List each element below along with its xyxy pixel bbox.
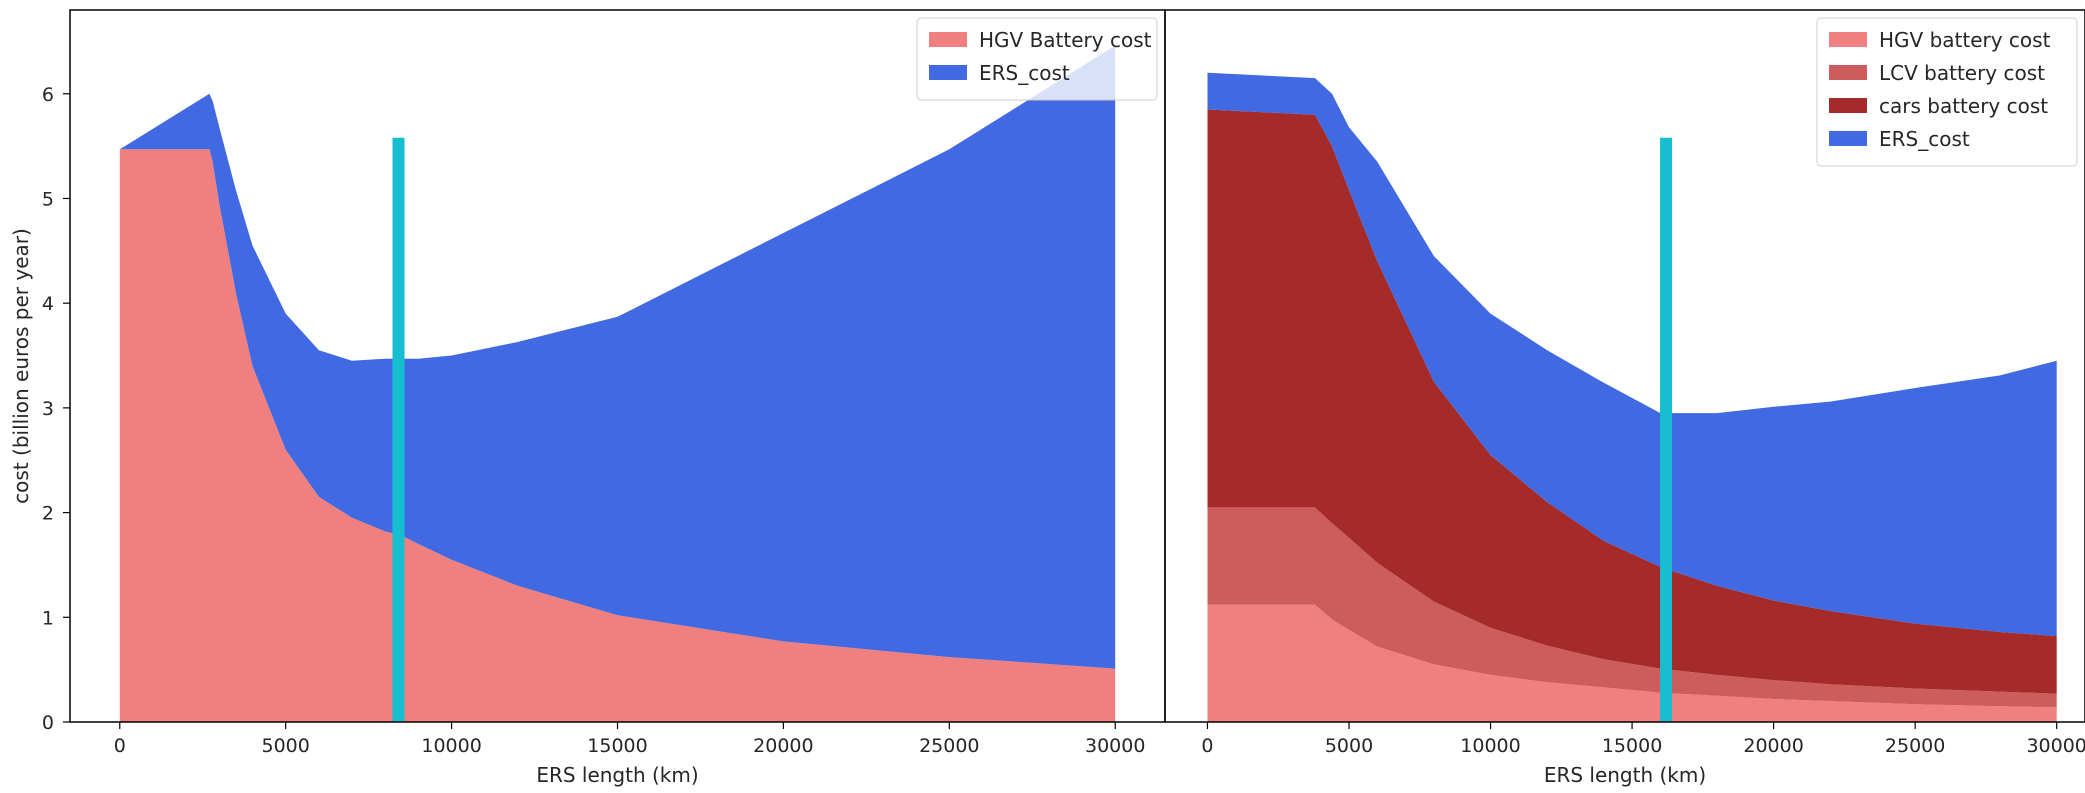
legend: HGV battery cost LCV battery cost cars bat… xyxy=(1816,17,2078,167)
x-tick-label: 5000 xyxy=(1325,735,1373,757)
x-tick-label: 25000 xyxy=(1885,735,1945,757)
area-series-ers-cost xyxy=(1207,72,2057,637)
chart-panel-2: 0 5000 10000 15000 20000 25000 30000 ERS length… xyxy=(1164,9,2085,787)
x-tick-label: 10000 xyxy=(1460,735,1520,757)
x-tick-label: 15000 xyxy=(587,735,647,757)
y-tick-label: 4 xyxy=(42,293,54,315)
x-axis-title: ERS length (km) xyxy=(1544,763,1706,787)
area-series-hgv-battery-cost xyxy=(119,149,1116,722)
legend-label: ERS_cost xyxy=(979,61,1070,85)
x-tick-label: 5000 xyxy=(262,735,310,757)
x-tick-label: 20000 xyxy=(753,735,813,757)
y-tick-label: 1 xyxy=(42,607,54,629)
legend-label: cars battery cost xyxy=(1879,94,2048,118)
y-tick-label: 2 xyxy=(42,503,54,525)
x-tick-label: 0 xyxy=(114,735,126,757)
legend-swatch xyxy=(929,65,967,80)
y-axis-title: cost (billion euros per year) xyxy=(9,228,33,504)
area-series-cars-battery-cost xyxy=(1207,109,2057,694)
legend-label: LCV battery cost xyxy=(1879,61,2045,85)
x-tick-label: 20000 xyxy=(1743,735,1803,757)
vertical-marker-bar xyxy=(1660,137,1673,722)
x-tick-label: 30000 xyxy=(2026,735,2085,757)
y-tick-label: 5 xyxy=(42,188,54,210)
legend-swatch xyxy=(1829,131,1867,146)
y-tick-label: 0 xyxy=(42,712,54,734)
plot-area xyxy=(1207,72,2057,722)
area-series-ers-cost xyxy=(119,45,1116,669)
x-tick-label: 30000 xyxy=(1085,735,1145,757)
area-series-hgv-battery-cost xyxy=(1207,604,2057,722)
x-tick-label: 10000 xyxy=(421,735,481,757)
chart-panel-1: 0 5000 10000 15000 20000 25000 30000 0 1 2 3 4 5 6 ERS… xyxy=(9,9,1166,787)
area-series-lcv-battery-cost xyxy=(1207,507,2057,708)
axes-frame xyxy=(1164,9,2085,723)
legend-label: HGV Battery cost xyxy=(979,28,1152,52)
x-tick-label: 25000 xyxy=(919,735,979,757)
legend-label: HGV battery cost xyxy=(1879,28,2051,52)
legend-swatch xyxy=(1829,32,1867,47)
vertical-marker-bar xyxy=(392,137,405,722)
legend-swatch xyxy=(1829,65,1867,80)
legend-swatch xyxy=(929,32,967,47)
legend: HGV Battery cost ERS_cost xyxy=(916,17,1158,101)
legend-box xyxy=(916,17,1158,101)
x-tick-label: 0 xyxy=(1201,735,1213,757)
legend-swatch xyxy=(1829,98,1867,113)
legend-label: ERS_cost xyxy=(1879,127,1970,151)
y-tick-label: 3 xyxy=(42,398,54,420)
y-tick-label: 6 xyxy=(42,84,54,106)
legend-box xyxy=(1816,17,2078,167)
x-axis-title: ERS length (km) xyxy=(536,763,698,787)
plot-area xyxy=(119,45,1116,722)
x-tick-label: 15000 xyxy=(1602,735,1662,757)
